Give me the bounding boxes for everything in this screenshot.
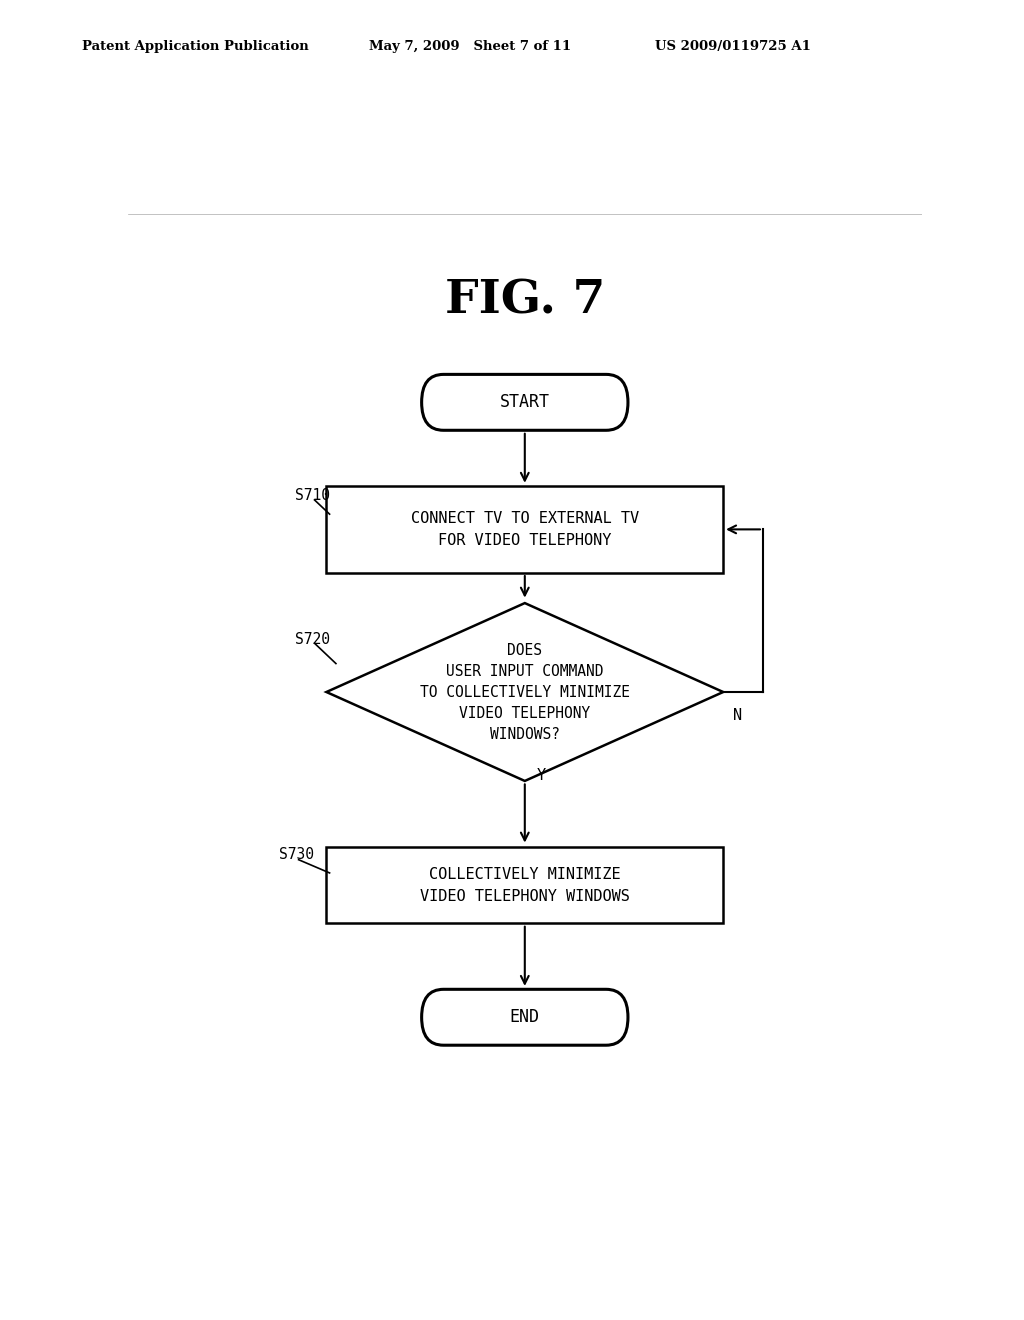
Text: Patent Application Publication: Patent Application Publication <box>82 40 308 53</box>
Bar <box>327 847 723 923</box>
Text: FIG. 7: FIG. 7 <box>444 277 605 323</box>
Text: S720: S720 <box>295 632 330 647</box>
Text: CONNECT TV TO EXTERNAL TV
FOR VIDEO TELEPHONY: CONNECT TV TO EXTERNAL TV FOR VIDEO TELE… <box>411 511 639 548</box>
Text: COLLECTIVELY MINIMIZE
VIDEO TELEPHONY WINDOWS: COLLECTIVELY MINIMIZE VIDEO TELEPHONY WI… <box>420 866 630 904</box>
FancyBboxPatch shape <box>422 375 628 430</box>
Text: DOES
USER INPUT COMMAND
TO COLLECTIVELY MINIMIZE
VIDEO TELEPHONY
WINDOWS?: DOES USER INPUT COMMAND TO COLLECTIVELY … <box>420 643 630 742</box>
Text: May 7, 2009   Sheet 7 of 11: May 7, 2009 Sheet 7 of 11 <box>369 40 570 53</box>
Text: START: START <box>500 393 550 412</box>
Text: S730: S730 <box>279 847 313 862</box>
Text: END: END <box>510 1008 540 1026</box>
Text: US 2009/0119725 A1: US 2009/0119725 A1 <box>655 40 811 53</box>
FancyBboxPatch shape <box>422 989 628 1045</box>
Text: Y: Y <box>537 768 546 783</box>
Polygon shape <box>327 603 723 781</box>
Text: S710: S710 <box>295 488 330 503</box>
Text: N: N <box>733 708 741 723</box>
Bar <box>327 486 723 573</box>
